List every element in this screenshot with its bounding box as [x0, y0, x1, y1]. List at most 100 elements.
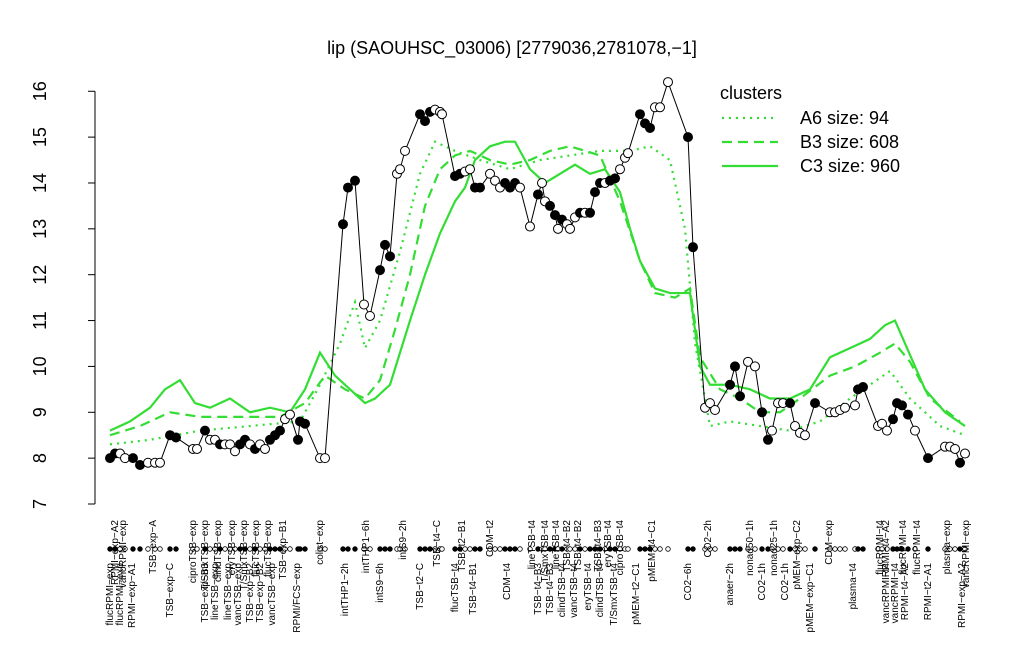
data-point	[635, 109, 645, 120]
sample-dot	[382, 546, 388, 552]
sample-dot	[587, 546, 593, 552]
sample-label: intS9−2h	[398, 520, 409, 560]
data-point	[750, 361, 760, 372]
sample-label: RPMI−exp−A2	[957, 563, 968, 628]
sample-label: TSB−t4−B2	[562, 520, 573, 572]
sample-dot	[512, 546, 518, 552]
sample-label: CO2−1h	[780, 563, 791, 601]
data-point	[300, 418, 310, 429]
data-point	[537, 177, 547, 188]
sample-label: clindTSB−exp	[213, 520, 224, 582]
sample-dot	[112, 546, 118, 552]
sample-dot	[547, 546, 553, 552]
sample-dot	[502, 546, 508, 552]
chart-title: lip (SAOUHSC_03006) [2779036,2781078,−1]	[327, 38, 697, 59]
data-point	[790, 421, 800, 432]
sample-dot	[827, 546, 833, 552]
sample-label: lineTSB−exp	[210, 563, 221, 620]
legend-label: B3 size: 608	[800, 132, 899, 152]
data-point	[763, 434, 773, 445]
data-point	[730, 361, 740, 372]
sample-dot	[439, 546, 445, 552]
sample-dot	[607, 546, 613, 552]
data-point	[192, 443, 202, 454]
sample-label: lineTSB−t4	[527, 520, 538, 570]
data-point	[850, 400, 860, 411]
data-point	[645, 122, 655, 133]
sample-label: vancRPMI−t4	[881, 563, 892, 624]
sample-dot	[367, 546, 373, 552]
sample-label: eryTSB−exp	[227, 520, 238, 576]
sample-dot	[925, 546, 931, 552]
sample-dot	[947, 546, 953, 552]
sample-label: T/SmxTSB−t4	[540, 520, 551, 583]
sample-label: nonad50−1h	[745, 520, 756, 576]
sample-label: RPMI−exp−A1	[127, 563, 138, 628]
sample-label: CO2−6h	[683, 563, 694, 601]
sample-dot	[122, 546, 128, 552]
sample-label: lineTSB−t4	[551, 520, 562, 570]
sample-label: flucRPMI−t4	[912, 520, 923, 575]
y-tick-label: 12	[30, 265, 50, 285]
sample-dot	[297, 546, 303, 552]
sample-dot	[322, 546, 328, 552]
data-point	[400, 145, 410, 156]
data-point	[225, 439, 235, 450]
data-point	[910, 425, 920, 436]
sample-label: colist−exp	[315, 520, 326, 565]
sample-label: flucTSB−exp	[263, 520, 274, 577]
sample-label: TSB−t4−C	[432, 520, 443, 567]
sample-dot	[194, 546, 200, 552]
data-point	[545, 200, 555, 211]
sample-dot	[712, 546, 718, 552]
sample-label: CO2−1h	[757, 563, 768, 601]
sample-dot	[130, 546, 136, 552]
sample-label: RPMI/FCS−exp	[292, 563, 303, 633]
sample-label: TSB−t2−B1	[457, 520, 468, 572]
sample-label: intS9−6h	[375, 563, 386, 603]
data-point	[710, 404, 720, 415]
sample-dot	[642, 546, 648, 552]
data-point	[293, 434, 303, 445]
sample-label: clindTSB−t4	[595, 563, 606, 618]
sample-label: CDM−t2	[485, 520, 496, 557]
legend-label: C3 size: 960	[800, 156, 900, 176]
data-point	[275, 425, 285, 436]
sample-dot	[899, 546, 905, 552]
data-point	[465, 164, 475, 175]
sample-label: vancRPMI−exp	[118, 520, 129, 589]
sample-dot	[252, 546, 258, 552]
data-point	[950, 443, 960, 454]
sample-label: TSB−t4−B3	[545, 563, 556, 615]
sample-dot	[780, 546, 786, 552]
data-point	[840, 402, 850, 413]
sample-dot	[517, 546, 523, 552]
data-point	[385, 251, 395, 262]
data-point	[533, 189, 543, 200]
sample-dot	[685, 546, 691, 552]
sample-dot	[173, 546, 179, 552]
sample-label: TSB−exp−C	[165, 563, 176, 617]
data-point	[810, 398, 820, 409]
data-point	[260, 443, 270, 454]
sample-label: TSB−t4−B2	[573, 520, 584, 572]
data-point	[585, 207, 595, 218]
data-point	[128, 453, 138, 464]
sample-label: intTHP1−2h	[340, 563, 351, 616]
data-point	[705, 398, 715, 409]
sample-label: CO2−2h	[703, 520, 714, 558]
sample-label: flucTSB−exp	[251, 520, 262, 577]
data-point	[688, 242, 698, 253]
sample-dot	[702, 546, 708, 552]
data-point	[485, 168, 495, 179]
sample-label: pMEM−exp−C1	[805, 563, 816, 633]
sample-label: T/SmxTSB−t4	[609, 563, 620, 626]
sample-dot	[842, 546, 848, 552]
data-point	[359, 299, 369, 310]
sample-label: vancTSB−exp	[233, 563, 244, 626]
sample-dot	[572, 546, 578, 552]
sample-label: vancTSB−exp	[267, 563, 278, 626]
sample-dot	[745, 546, 751, 552]
data-point	[743, 356, 753, 367]
